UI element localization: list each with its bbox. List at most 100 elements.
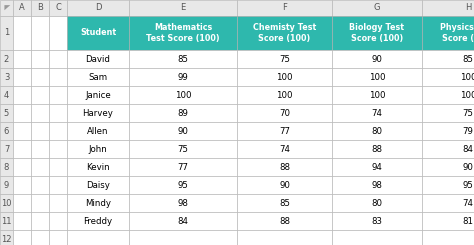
Text: 83: 83 xyxy=(372,217,383,225)
Bar xyxy=(129,158,237,176)
Text: 88: 88 xyxy=(372,145,383,154)
Text: Kevin: Kevin xyxy=(86,162,110,171)
Text: 89: 89 xyxy=(178,109,189,118)
Text: Janice: Janice xyxy=(85,90,111,99)
Bar xyxy=(332,194,422,212)
Bar xyxy=(332,50,422,68)
Bar xyxy=(129,122,237,140)
Text: 95: 95 xyxy=(463,181,474,189)
Bar xyxy=(31,16,49,50)
Text: 2: 2 xyxy=(4,54,9,63)
Bar xyxy=(129,194,237,212)
Bar xyxy=(67,122,129,140)
Text: 6: 6 xyxy=(4,126,9,135)
Text: Freddy: Freddy xyxy=(83,217,112,225)
Bar xyxy=(422,176,474,194)
Text: 98: 98 xyxy=(372,181,383,189)
Bar xyxy=(13,230,31,245)
Bar xyxy=(422,230,474,245)
Bar xyxy=(13,176,31,194)
Text: 77: 77 xyxy=(279,126,290,135)
Bar xyxy=(332,86,422,104)
Text: 4: 4 xyxy=(4,90,9,99)
Text: 75: 75 xyxy=(463,109,474,118)
Bar xyxy=(67,86,129,104)
Bar xyxy=(0,0,13,16)
Text: 7: 7 xyxy=(4,145,9,154)
Text: 1: 1 xyxy=(4,28,9,37)
Text: 98: 98 xyxy=(178,198,189,208)
Bar xyxy=(67,104,129,122)
Bar xyxy=(31,86,49,104)
Bar xyxy=(31,122,49,140)
Bar xyxy=(13,68,31,86)
Bar xyxy=(422,194,474,212)
Bar xyxy=(67,230,129,245)
Text: 88: 88 xyxy=(279,162,290,171)
Bar xyxy=(237,230,332,245)
Text: 90: 90 xyxy=(463,162,474,171)
Bar xyxy=(49,176,67,194)
Bar xyxy=(13,104,31,122)
Text: 9: 9 xyxy=(4,181,9,189)
Bar xyxy=(0,194,13,212)
Bar xyxy=(237,140,332,158)
Bar xyxy=(237,0,332,16)
Bar xyxy=(0,122,13,140)
Text: 99: 99 xyxy=(178,73,188,82)
Bar xyxy=(49,194,67,212)
Bar xyxy=(237,16,332,50)
Bar xyxy=(237,50,332,68)
Bar xyxy=(422,140,474,158)
Bar xyxy=(49,212,67,230)
Bar xyxy=(332,0,422,16)
Bar xyxy=(67,50,129,68)
Text: 88: 88 xyxy=(279,217,290,225)
Bar xyxy=(67,68,129,86)
Bar xyxy=(129,176,237,194)
Text: 100: 100 xyxy=(369,73,385,82)
Text: John: John xyxy=(89,145,108,154)
Bar xyxy=(0,16,13,50)
Text: 80: 80 xyxy=(372,198,383,208)
Text: Daisy: Daisy xyxy=(86,181,110,189)
Text: Harvey: Harvey xyxy=(82,109,113,118)
Text: 90: 90 xyxy=(178,126,189,135)
Bar xyxy=(49,16,67,50)
Bar xyxy=(13,140,31,158)
Bar xyxy=(13,212,31,230)
Bar xyxy=(0,230,13,245)
Bar xyxy=(332,16,422,50)
Bar xyxy=(422,50,474,68)
Bar xyxy=(237,68,332,86)
Text: 74: 74 xyxy=(279,145,290,154)
Bar xyxy=(13,194,31,212)
Bar xyxy=(129,86,237,104)
Bar xyxy=(0,68,13,86)
Text: 74: 74 xyxy=(463,198,474,208)
Text: 85: 85 xyxy=(463,54,474,63)
Text: 90: 90 xyxy=(372,54,383,63)
Text: 75: 75 xyxy=(177,145,189,154)
Bar xyxy=(332,104,422,122)
Bar xyxy=(422,86,474,104)
Text: B: B xyxy=(37,3,43,12)
Bar xyxy=(332,122,422,140)
Bar xyxy=(0,212,13,230)
Bar xyxy=(31,50,49,68)
Text: Chemisty Test
Score (100): Chemisty Test Score (100) xyxy=(253,23,316,43)
Text: H: H xyxy=(465,3,471,12)
Text: 74: 74 xyxy=(372,109,383,118)
Bar xyxy=(13,86,31,104)
Text: Student: Student xyxy=(80,28,116,37)
Bar xyxy=(237,104,332,122)
Bar xyxy=(31,212,49,230)
Bar xyxy=(332,230,422,245)
Bar xyxy=(31,0,49,16)
Bar xyxy=(129,212,237,230)
Text: 100: 100 xyxy=(175,90,191,99)
Bar xyxy=(129,16,237,50)
Bar xyxy=(31,194,49,212)
Bar xyxy=(67,0,129,16)
Bar xyxy=(0,140,13,158)
